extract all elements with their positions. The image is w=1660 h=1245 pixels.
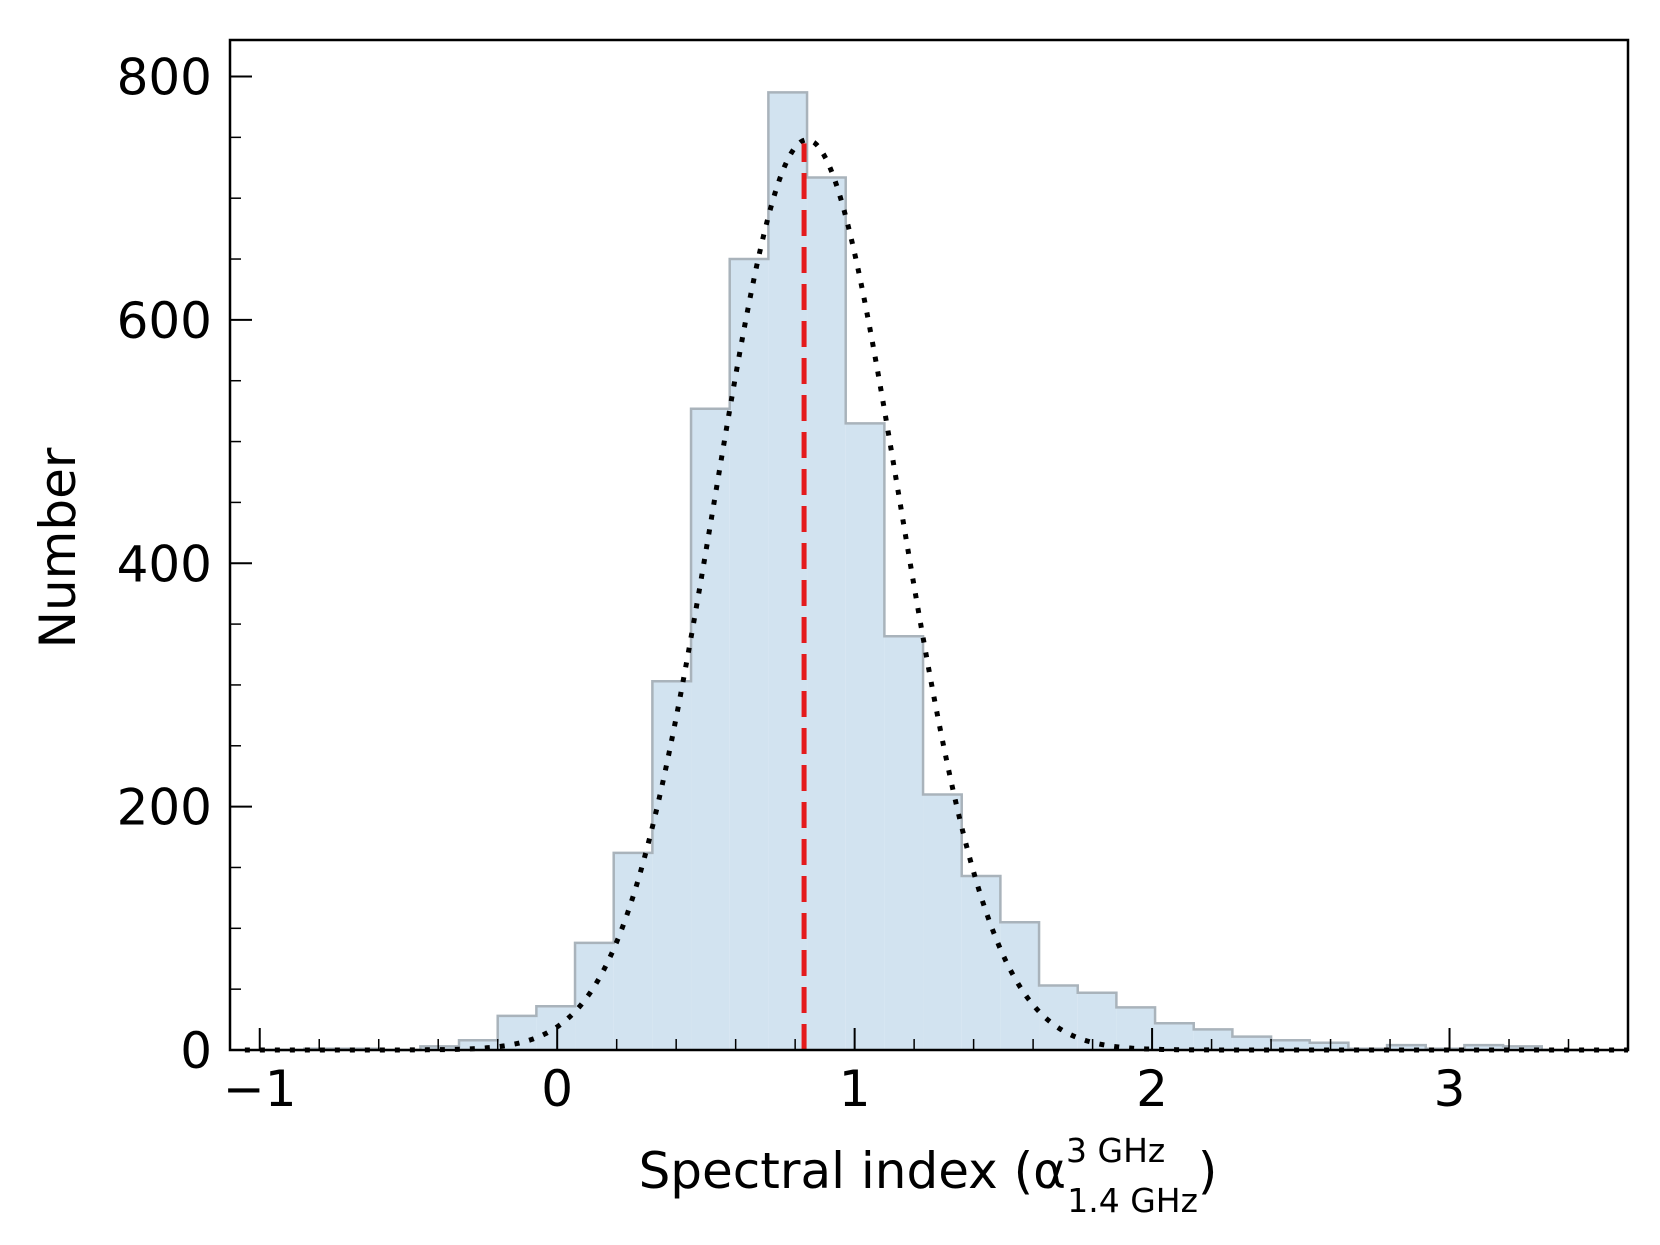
histogram-bar bbox=[807, 177, 846, 1050]
y-axis-label: Number bbox=[29, 447, 87, 648]
x-axis-label-main: Spectral index (α bbox=[639, 1142, 1066, 1200]
histogram-bar bbox=[613, 852, 653, 1050]
x-axis-label: Spectral index (α3 GHz 1.4 GHz) bbox=[639, 1131, 1218, 1220]
histogram-bar bbox=[1464, 1045, 1504, 1050]
y-tick-labels: 0 200 400 600 800 bbox=[117, 49, 212, 1080]
histogram-bars bbox=[304, 92, 1542, 1051]
histogram-bar bbox=[536, 1006, 576, 1050]
y-tick-label: 200 bbox=[117, 779, 212, 837]
x-tick-label: 2 bbox=[1136, 1060, 1168, 1118]
histogram-bar bbox=[1193, 1029, 1233, 1050]
histogram-bar bbox=[1155, 1023, 1194, 1050]
y-tick-label: 800 bbox=[117, 49, 212, 107]
y-tick-label: 400 bbox=[117, 535, 212, 593]
histogram-bar bbox=[1387, 1045, 1426, 1050]
histogram-bar bbox=[1116, 1007, 1156, 1050]
histogram-bar bbox=[420, 1046, 460, 1050]
histogram-bar bbox=[1232, 1036, 1272, 1050]
x-axis-label-subscript: 1.4 GHz bbox=[1067, 1181, 1198, 1220]
x-tick-label: 1 bbox=[839, 1060, 871, 1118]
histogram-bar bbox=[691, 408, 730, 1051]
x-tick-label: −1 bbox=[223, 1060, 297, 1118]
histogram-bar bbox=[1271, 1040, 1310, 1050]
x-axis-label-superscript: 3 GHz bbox=[1066, 1131, 1165, 1170]
histogram-bar bbox=[459, 1040, 498, 1050]
x-tick-label: 0 bbox=[541, 1060, 573, 1118]
x-tick-label: 3 bbox=[1434, 1060, 1466, 1118]
y-tick-label: 0 bbox=[180, 1022, 212, 1080]
x-axis-label-close: ) bbox=[1198, 1142, 1218, 1200]
x-tick-labels: −1 0 1 2 3 bbox=[223, 1060, 1466, 1118]
histogram-bar bbox=[575, 942, 614, 1050]
histogram-bar bbox=[768, 92, 808, 1050]
histogram-bar bbox=[1077, 992, 1117, 1050]
histogram-bar bbox=[923, 794, 962, 1050]
histogram-bar bbox=[652, 681, 692, 1050]
histogram-bar bbox=[961, 875, 1001, 1050]
y-tick-label: 600 bbox=[117, 292, 212, 350]
axis-ticks bbox=[230, 75, 1570, 1051]
plot-frame bbox=[228, 38, 1630, 1052]
histogram-bar bbox=[884, 636, 924, 1050]
histogram-bar bbox=[1039, 985, 1078, 1050]
histogram-bar bbox=[845, 423, 885, 1051]
histogram-bar bbox=[1309, 1042, 1349, 1050]
histogram-bar bbox=[729, 259, 769, 1050]
